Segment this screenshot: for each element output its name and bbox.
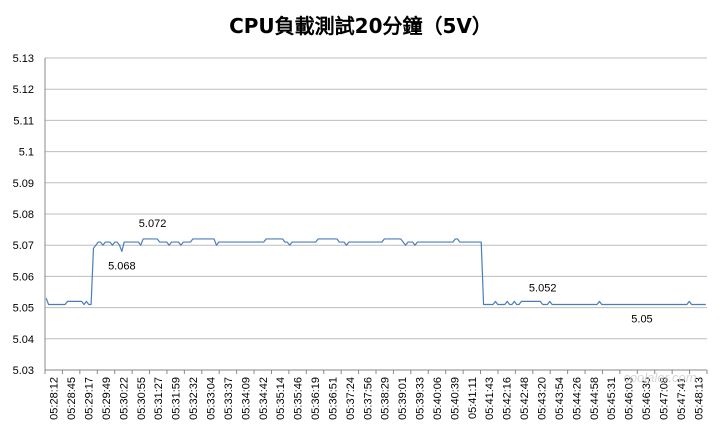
x-tick-label: 05:28:45 bbox=[66, 377, 78, 420]
x-tick-label: 05:46:35 bbox=[641, 377, 653, 420]
x-tick-label: 05:42:48 bbox=[519, 377, 531, 420]
series bbox=[45, 238, 706, 306]
x-tick-label: 05:31:27 bbox=[153, 377, 165, 420]
x-tick-label: 05:36:19 bbox=[310, 377, 322, 420]
x-tick-label: 05:31:59 bbox=[171, 377, 183, 420]
x-tick-label: 05:48:13 bbox=[693, 377, 705, 420]
x-tick-label: 05:37:24 bbox=[345, 377, 357, 420]
x-tick-label: 05:45:31 bbox=[606, 377, 618, 420]
y-tick-label: 5.04 bbox=[13, 334, 34, 346]
x-tick-label: 05:47:41 bbox=[676, 377, 688, 420]
x-tick-label: 05:43:54 bbox=[554, 377, 566, 420]
series-line bbox=[45, 238, 706, 306]
x-tick-label: 05:47:08 bbox=[658, 377, 670, 420]
x-tick-labels: 05:28:12 05:28:45 05:29:17 05:29:49 05:30:22… bbox=[49, 377, 706, 420]
x-tick-label: 05:30:22 bbox=[118, 377, 130, 420]
x-tick-label: 05:32:32 bbox=[188, 377, 200, 420]
y-tick-label: 5.09 bbox=[13, 178, 34, 190]
x-tick-label: 05:46:03 bbox=[624, 377, 636, 420]
x-tick-label: 05:41:43 bbox=[484, 377, 496, 420]
data-label: 5.072 bbox=[139, 218, 167, 230]
y-tick-label: 5.11 bbox=[13, 115, 34, 127]
y-tick-label: 5.08 bbox=[13, 209, 34, 221]
x-tick-label: 05:34:09 bbox=[240, 377, 252, 420]
axes bbox=[44, 58, 708, 374]
x-tick-label: 05:39:33 bbox=[415, 377, 427, 420]
x-tick-label: 05:44:26 bbox=[571, 377, 583, 420]
x-tick-label: 05:30:55 bbox=[136, 377, 148, 420]
x-tick-label: 05:35:14 bbox=[275, 377, 287, 420]
x-tick-label: 05:35:46 bbox=[293, 377, 305, 420]
gridlines bbox=[45, 57, 707, 371]
x-tick-label: 05:40:06 bbox=[432, 377, 444, 420]
x-tick-label: 05:28:12 bbox=[49, 377, 61, 420]
y-tick-label: 5.1 bbox=[19, 147, 34, 159]
x-tick-label: 05:29:49 bbox=[101, 377, 113, 420]
chart-title: CPU負載測試20分鐘（5V） bbox=[229, 14, 492, 38]
y-tick-label: 5.12 bbox=[13, 84, 34, 96]
x-tick-label: 05:40:39 bbox=[449, 377, 461, 420]
x-tick-label: 05:44:58 bbox=[589, 377, 601, 420]
x-tick-label: 05:33:04 bbox=[206, 377, 218, 420]
x-tick-label: 05:38:29 bbox=[380, 377, 392, 420]
data-label: 5.068 bbox=[108, 260, 136, 272]
y-tick-label: 5.13 bbox=[13, 53, 34, 65]
x-tick-label: 05:37:56 bbox=[362, 377, 374, 420]
x-tick-label: 05:34:42 bbox=[258, 377, 270, 420]
data-label: 5.052 bbox=[529, 282, 557, 294]
svg-text:coolaler.com: coolaler.com bbox=[623, 370, 696, 385]
y-tick-label: 5.06 bbox=[13, 271, 34, 283]
y-tick-labels: 5.03 5.04 5.05 5.06 5.07 5.08 5.09 5.1 5.11 5.12 5… bbox=[13, 53, 34, 377]
x-tick-label: 05:41:11 bbox=[467, 377, 479, 419]
x-tick-label: 05:29:17 bbox=[84, 377, 96, 420]
y-tick-label: 5.03 bbox=[13, 365, 34, 377]
x-tick-label: 05:39:01 bbox=[397, 377, 409, 420]
data-label: 5.05 bbox=[631, 313, 652, 325]
y-tick-label: 5.07 bbox=[13, 240, 34, 252]
x-tick-label: 05:33:37 bbox=[223, 377, 235, 420]
x-tick-label: 05:36:51 bbox=[327, 377, 339, 420]
y-tick-label: 5.05 bbox=[13, 303, 34, 315]
x-tick-label: 05:43:20 bbox=[537, 377, 549, 420]
data-labels: 5.072 5.068 5.052 5.05 bbox=[108, 218, 653, 326]
x-tick-label: 05:42:16 bbox=[502, 377, 514, 420]
watermark: coolaler.com bbox=[623, 370, 696, 385]
